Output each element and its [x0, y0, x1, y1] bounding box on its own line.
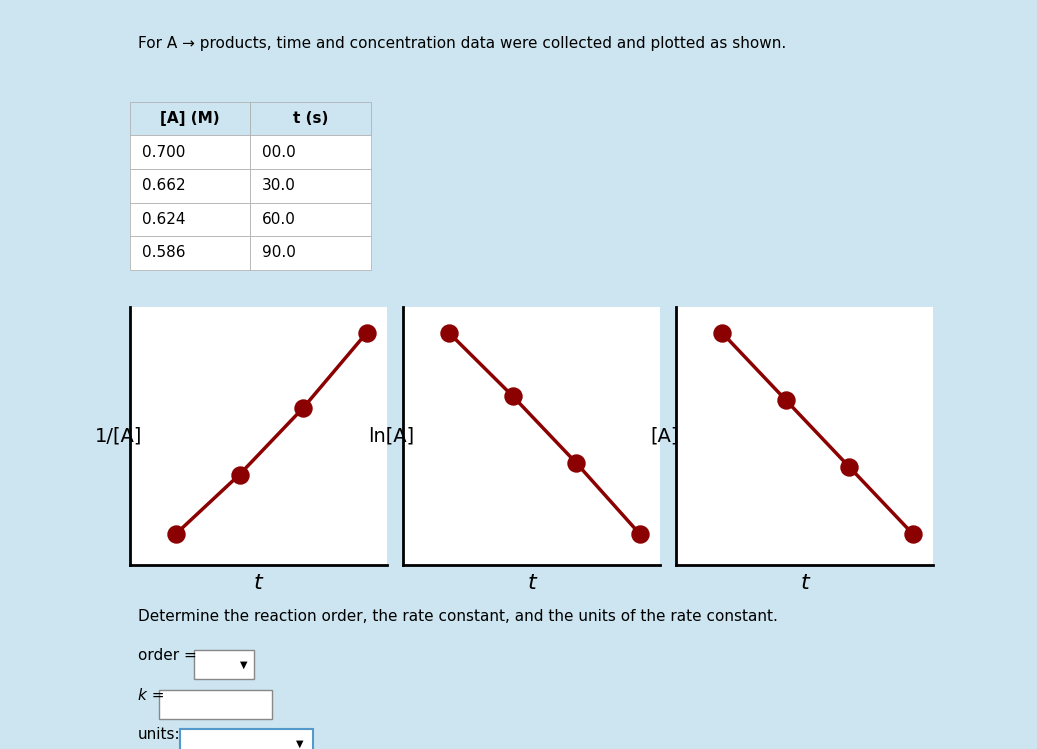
- Y-axis label: 1/[A]: 1/[A]: [94, 426, 142, 446]
- Y-axis label: ln[A]: ln[A]: [368, 426, 415, 446]
- Y-axis label: [A]: [A]: [650, 426, 679, 446]
- Text: For A → products, time and concentration data were collected and plotted as show: For A → products, time and concentration…: [138, 36, 786, 51]
- Point: [778, 394, 794, 406]
- Text: units:: units:: [138, 727, 180, 742]
- Text: k =: k =: [138, 688, 164, 703]
- Point: [359, 327, 375, 339]
- Text: ▼: ▼: [240, 660, 248, 670]
- X-axis label: t: t: [801, 573, 809, 593]
- FancyBboxPatch shape: [180, 730, 313, 749]
- Point: [904, 528, 921, 540]
- Point: [231, 469, 248, 481]
- Point: [568, 457, 585, 469]
- X-axis label: t: t: [254, 573, 262, 593]
- Point: [441, 327, 457, 339]
- Point: [841, 461, 858, 473]
- Point: [504, 390, 521, 402]
- FancyBboxPatch shape: [160, 690, 272, 719]
- FancyBboxPatch shape: [194, 650, 254, 679]
- Text: Determine the reaction order, the rate constant, and the units of the rate const: Determine the reaction order, the rate c…: [138, 609, 778, 624]
- Point: [713, 327, 730, 339]
- Point: [295, 402, 311, 414]
- Point: [632, 528, 648, 540]
- Text: order =: order =: [138, 649, 196, 664]
- X-axis label: t: t: [527, 573, 536, 593]
- Point: [168, 528, 185, 540]
- Text: ▼: ▼: [297, 739, 304, 749]
